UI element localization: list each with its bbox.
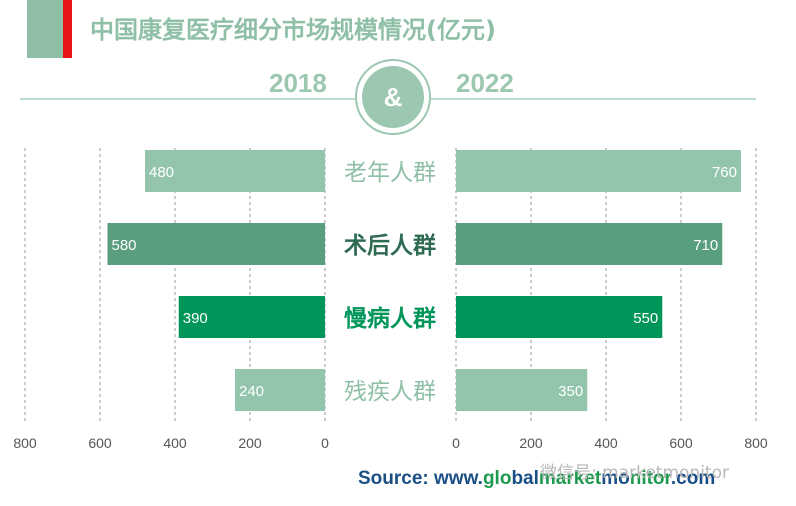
bar-left-4 xyxy=(235,369,325,411)
tick-label: 400 xyxy=(163,435,187,451)
tick-label: 600 xyxy=(669,435,693,451)
header-divider-left xyxy=(20,98,355,100)
category-label: 老年人群 xyxy=(344,160,436,186)
year-left-label: 2018 xyxy=(269,68,327,98)
source-brand-part: glo xyxy=(482,468,512,489)
bar-right-2 xyxy=(456,223,723,265)
data-label: 480 xyxy=(149,164,174,181)
tick-label: 800 xyxy=(13,435,37,451)
category-label: 残疾人群 xyxy=(344,379,436,405)
source-brand-part: mo xyxy=(601,468,630,489)
ampersand-badge: & xyxy=(362,66,424,128)
chart-title: 中国康复医疗细分市场规模情况(亿元) xyxy=(90,16,496,44)
tick-label: 0 xyxy=(452,435,460,451)
data-label: 710 xyxy=(693,237,718,254)
data-label: 760 xyxy=(712,164,737,181)
data-label: 550 xyxy=(633,310,658,327)
tick-label: 800 xyxy=(744,435,768,451)
source-credit: Source: www.globalmarketmonitor.com xyxy=(358,468,715,490)
tick-label: 200 xyxy=(519,435,543,451)
wechat-watermark: 微信号: marketmonitor xyxy=(540,463,729,483)
bar-left-1 xyxy=(145,150,325,192)
bar-right-4 xyxy=(456,369,588,411)
bar-left-3 xyxy=(178,296,325,338)
title-red-bar xyxy=(63,0,72,58)
year-right-label: 2022 xyxy=(456,68,514,98)
header-divider-right xyxy=(431,98,756,100)
title-accent-block xyxy=(27,0,67,58)
bar-right-3 xyxy=(456,296,663,338)
data-label: 580 xyxy=(112,237,137,254)
tick-label: 0 xyxy=(321,435,329,451)
data-label: 390 xyxy=(183,310,208,327)
tick-label: 400 xyxy=(594,435,618,451)
tick-label: 200 xyxy=(238,435,262,451)
category-label: 术后人群 xyxy=(344,232,436,259)
tick-label: 600 xyxy=(88,435,112,451)
bar-right-1 xyxy=(456,150,741,192)
data-label: 240 xyxy=(239,383,264,400)
category-label: 慢病人群 xyxy=(344,305,436,332)
source-suffix: .com xyxy=(670,468,716,489)
source-brand-part: bal xyxy=(511,468,539,489)
bar-left-2 xyxy=(107,223,325,265)
source-brand-part: market xyxy=(538,468,602,489)
source-prefix: Source: www. xyxy=(358,468,483,489)
data-label: 350 xyxy=(558,383,583,400)
source-brand-part: nitor xyxy=(629,468,671,489)
